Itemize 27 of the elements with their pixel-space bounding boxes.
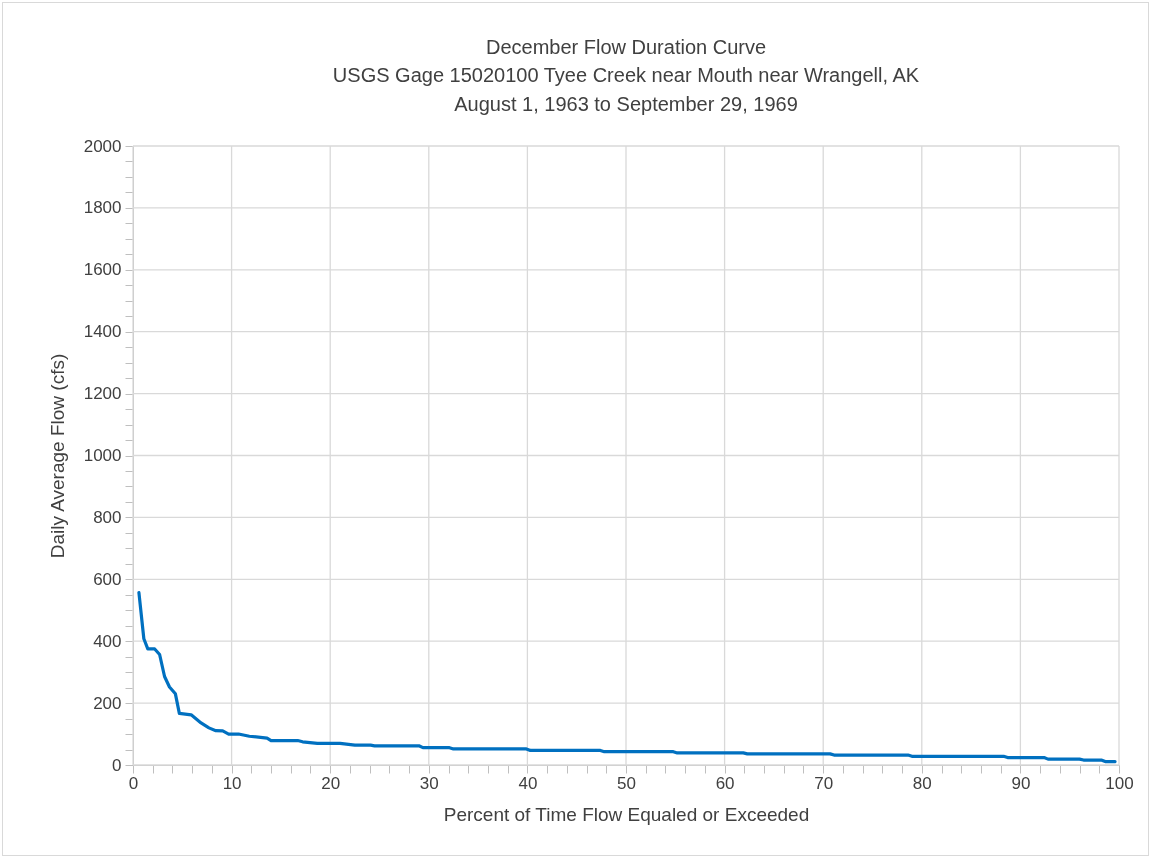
- y-tick-label: 2000: [83, 136, 122, 156]
- y-tick-label: 0: [112, 755, 122, 775]
- x-tick-label: 80: [912, 773, 932, 793]
- y-tick-label: 1800: [83, 198, 122, 218]
- y-tick-label: 600: [93, 569, 122, 589]
- x-tick-label: 40: [518, 773, 538, 793]
- y-tick-label: 1000: [83, 446, 122, 465]
- y-tick-label: 800: [93, 507, 122, 527]
- y-axis-title: Daily Average Flow (cfs): [46, 353, 68, 559]
- y-tick-label: 1200: [83, 384, 122, 404]
- x-tick-label: 50: [617, 773, 636, 793]
- x-tick-label: 60: [715, 773, 735, 793]
- chart-title: December Flow Duration Curve: [485, 36, 767, 58]
- line-series: [137, 591, 1117, 764]
- x-tick-label: 10: [222, 773, 242, 793]
- y-tick-label: 200: [93, 693, 122, 713]
- x-axis-title: Percent of Time Flow Equaled or Exceeded: [443, 803, 810, 825]
- x-tick-label: 30: [419, 773, 439, 793]
- x-tick-label: 0: [128, 773, 139, 793]
- chart-subtitle: USGS Gage 15020100 Tyee Creek near Mouth near Wrangell, AK August 1, 1963 to September 29, 1969: [332, 64, 920, 115]
- y-tick-label: 1400: [83, 322, 122, 342]
- x-tick-label: 20: [321, 773, 341, 793]
- x-tick-label: 90: [1011, 773, 1031, 793]
- y-tick-label: 400: [93, 631, 122, 651]
- y-tick-label: 1600: [83, 260, 122, 280]
- x-tick-label: 70: [814, 773, 834, 793]
- x-tick-label: 100: [1105, 773, 1134, 793]
